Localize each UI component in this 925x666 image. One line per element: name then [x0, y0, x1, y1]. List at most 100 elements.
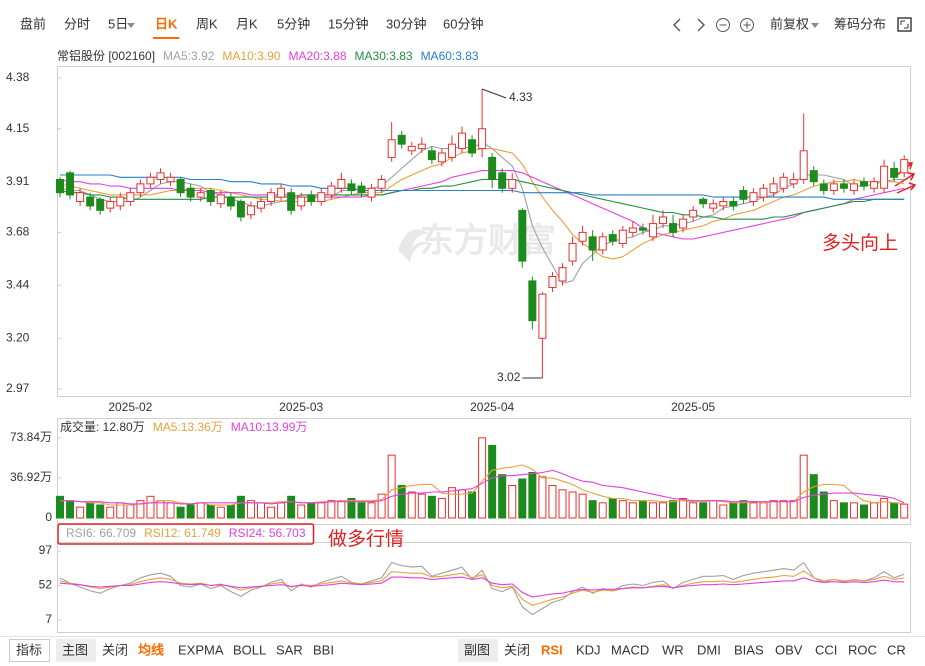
volume-bar	[829, 500, 838, 519]
candle-body	[156, 172, 165, 180]
period-tab[interactable]: 周K	[196, 16, 218, 31]
main-close[interactable]: 关闭	[102, 642, 128, 657]
sub-indicator[interactable]: DMI	[697, 642, 721, 657]
sub-indicator[interactable]: KDJ	[576, 642, 601, 657]
candle-body	[458, 132, 466, 150]
main-indicator[interactable]: BBI	[313, 642, 334, 657]
volume-bar	[578, 493, 587, 519]
sub-indicator[interactable]: OBV	[775, 642, 803, 657]
indicator-line	[59, 561, 905, 616]
sub-label[interactable]: 副图	[464, 642, 490, 657]
volume-bar	[277, 502, 286, 519]
volume-bar	[819, 491, 828, 519]
price-panel-frame	[57, 66, 911, 397]
candle-body	[66, 172, 75, 196]
candle-body	[287, 192, 296, 211]
volume-bar	[427, 495, 436, 519]
main-indicator[interactable]: EXPMA	[178, 642, 224, 657]
candle-body	[76, 192, 85, 203]
zoom-out-icon[interactable]	[716, 18, 730, 32]
volume-bar	[799, 454, 808, 519]
candle-body	[880, 165, 889, 189]
volume-bar	[518, 478, 527, 519]
zoom-in-icon[interactable]	[740, 18, 754, 32]
y-tick-label: 97	[39, 543, 53, 557]
period-tab[interactable]: 15分钟	[328, 16, 368, 31]
indicator-line	[59, 570, 905, 606]
y-tick-label: 36.92万	[10, 470, 52, 484]
period-tab[interactable]: 分时	[64, 16, 90, 31]
candle-body	[367, 187, 376, 198]
candle-body	[246, 205, 255, 216]
x-tick-label: 2025-04	[470, 400, 514, 414]
candle-body	[297, 196, 306, 207]
period-tab[interactable]: 日K	[155, 16, 178, 31]
prev-icon[interactable]	[673, 18, 681, 32]
main-indicator[interactable]: 均线	[138, 642, 164, 657]
sub-indicator[interactable]: BIAS	[734, 642, 764, 657]
candle-body	[427, 150, 436, 161]
watermark: 东方财富	[420, 221, 556, 260]
period-tab[interactable]: 60分钟	[443, 16, 483, 31]
volume-bar	[538, 476, 547, 519]
sub-close[interactable]: 关闭	[504, 642, 530, 657]
candle-body	[216, 194, 225, 205]
volume-bar	[849, 502, 858, 519]
active-underline	[153, 37, 180, 39]
volume-bar	[407, 491, 416, 519]
fullscreen-icon-inner	[900, 20, 909, 29]
sub-indicator[interactable]: MACD	[611, 642, 649, 657]
volume-bar	[287, 495, 296, 519]
candle-body	[508, 178, 517, 189]
highlight-box	[57, 523, 315, 545]
y-tick-label: 73.84万	[10, 430, 52, 444]
volume-bar	[548, 484, 557, 519]
candle-body	[196, 192, 205, 198]
sub-indicator[interactable]: CCI	[815, 642, 837, 657]
x-tick-label: 2025-02	[108, 400, 152, 414]
indicator-line	[60, 174, 905, 200]
candle-body	[56, 178, 64, 194]
volume-bar	[96, 504, 105, 519]
candle-body	[226, 196, 235, 207]
y-tick-label: 3.91	[6, 174, 30, 188]
legend-entry: MA5:3.92	[163, 49, 215, 63]
period-tab[interactable]: 盘前	[20, 16, 46, 31]
main-label[interactable]: 主图	[62, 642, 88, 657]
y-tick-label: 0	[45, 510, 52, 524]
volume-bar	[880, 497, 889, 519]
candle-body	[307, 194, 316, 203]
y-tick-label: 52	[39, 578, 53, 592]
sub-indicator[interactable]: RSI	[541, 642, 563, 657]
candle-body	[488, 156, 497, 180]
volume-bar	[588, 500, 597, 519]
main-indicator[interactable]: BOLL	[233, 642, 266, 657]
fullscreen-icon[interactable]	[897, 17, 912, 32]
y-tick-label: 2.97	[6, 381, 30, 395]
candle-body	[417, 143, 426, 150]
main-indicator[interactable]: SAR	[276, 642, 303, 657]
volume-bar	[56, 495, 64, 519]
volume-bar	[709, 500, 718, 519]
indicator-line	[60, 469, 905, 505]
sub-indicator[interactable]: CR	[887, 642, 906, 657]
legend-title: 成交量: 12.80万	[60, 419, 145, 434]
legend-entry: MA10:13.99万	[231, 420, 308, 434]
sub-indicator[interactable]: WR	[662, 642, 684, 657]
period-tab[interactable]: 月K	[236, 16, 258, 31]
period-tab[interactable]: 5日	[108, 16, 128, 31]
y-tick-label: 3.44	[6, 278, 30, 292]
adjust-select[interactable]: 前复权	[770, 16, 809, 31]
volume-bar	[106, 506, 115, 519]
volume-bar	[608, 497, 617, 519]
volume-bar	[246, 500, 255, 519]
volume-bar	[297, 504, 306, 519]
sub-indicator[interactable]: ROC	[848, 642, 877, 657]
candle-body	[267, 192, 276, 203]
next-icon[interactable]	[697, 18, 705, 32]
period-tab[interactable]: 30分钟	[386, 16, 426, 31]
period-tab[interactable]: 5分钟	[277, 16, 310, 31]
candle-body	[578, 231, 587, 242]
chip-distribution[interactable]: 筹码分布	[834, 16, 886, 31]
